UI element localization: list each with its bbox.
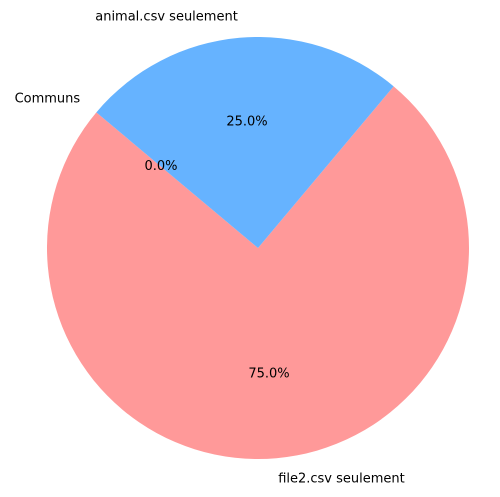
pie-slice-animal-csv-seulement xyxy=(96,36,394,248)
pie-slices xyxy=(46,36,469,459)
slice-percent-animal-csv-seulement: 25.0% xyxy=(226,114,267,129)
slice-percent-file2-csv-seulement: 75.0% xyxy=(248,367,289,382)
slice-label-animal-csv-seulement: animal.csv seulement xyxy=(95,9,238,24)
pie-slice-file2-csv-seulement xyxy=(46,86,469,459)
slice-label-file2-csv-seulement: file2.csv seulement xyxy=(278,472,405,487)
pie-labels: file2.csv seulement 75.0% animal.csv seule… xyxy=(15,9,405,486)
slice-label-communs: Communs xyxy=(15,91,81,106)
slice-percent-communs: 0.0% xyxy=(144,159,177,174)
